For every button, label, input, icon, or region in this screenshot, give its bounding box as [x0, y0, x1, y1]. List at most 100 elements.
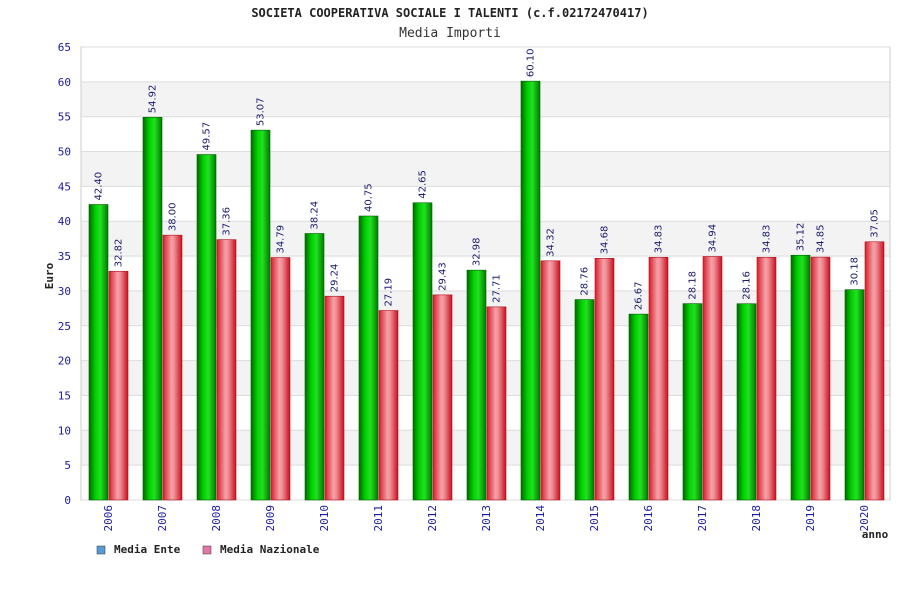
y-tick-label: 15	[58, 389, 71, 402]
bar-nazionale-2012	[432, 294, 453, 501]
data-label-nazionale-2020: 37.05	[870, 209, 881, 238]
y-axis-ticks: 0 5 10 15 20 25 30 35 40 45 50 55 60 65	[58, 41, 71, 507]
data-label-ente-2015: 28.76	[580, 267, 591, 296]
x-tick-label-2010: 2010	[318, 505, 331, 532]
y-tick-label: 60	[58, 76, 71, 89]
data-label-ente-2012: 42.65	[418, 170, 429, 199]
bar-nazionale-2010	[324, 295, 345, 501]
bar-nazionale-2009	[270, 257, 291, 501]
data-label-ente-2017: 28.18	[688, 271, 699, 300]
legend: Media Ente Media Nazionale	[96, 543, 320, 556]
x-axis-ticks: 2006 2007 2008 2009 2010 2011 2012 2013 2014 2015…	[102, 505, 871, 532]
data-label-ente-2011: 40.75	[364, 183, 375, 212]
y-tick-label: 25	[58, 320, 71, 333]
grid-band	[81, 81, 890, 117]
bar-ente-2019	[790, 254, 811, 501]
data-label-nazionale-2013: 27.71	[492, 274, 503, 303]
x-tick-label-2020: 2020	[858, 505, 871, 532]
data-label-nazionale-2014: 34.32	[546, 228, 557, 257]
x-tick-label-2007: 2007	[156, 505, 169, 532]
x-tick-label-2011: 2011	[372, 505, 385, 532]
x-tick-label-2008: 2008	[210, 505, 223, 532]
x-axis-label: anno	[862, 528, 889, 541]
bar-ente-2013	[466, 269, 487, 501]
bar-ente-2015	[574, 299, 595, 501]
y-tick-label: 50	[58, 146, 71, 159]
chart-title: SOCIETA COOPERATIVA SOCIALE I TALENTI (c…	[251, 6, 648, 20]
data-label-ente-2007: 54.92	[148, 85, 159, 114]
bar-nazionale-2018	[756, 256, 777, 501]
y-tick-label: 65	[58, 41, 71, 54]
y-tick-label: 55	[58, 111, 71, 124]
y-tick-label: 45	[58, 180, 71, 193]
legend-swatch-nazionale	[202, 545, 212, 555]
bar-nazionale-2008	[216, 239, 237, 501]
data-label-nazionale-2017: 34.94	[708, 224, 719, 253]
data-label-nazionale-2008: 37.36	[222, 207, 233, 236]
legend-label-nazionale: Media Nazionale	[220, 543, 320, 556]
bar-nazionale-2016	[648, 256, 669, 501]
bar-nazionale-2013	[486, 306, 507, 501]
y-tick-label: 10	[58, 424, 71, 437]
bar-ente-2007	[142, 116, 163, 501]
bar-nazionale-2006	[108, 270, 129, 501]
bar-nazionale-2014	[540, 260, 561, 501]
bar-ente-2006	[88, 204, 109, 501]
data-label-nazionale-2007: 38.00	[168, 203, 179, 232]
x-tick-label-2017: 2017	[696, 505, 709, 532]
data-label-ente-2020: 30.18	[850, 257, 861, 286]
bar-ente-2011	[358, 215, 379, 501]
bar-nazionale-2020	[864, 241, 885, 501]
y-axis-label: Euro	[43, 262, 56, 289]
data-label-ente-2010: 38.24	[310, 201, 321, 230]
data-label-ente-2008: 49.57	[202, 122, 213, 151]
bar-ente-2008	[196, 154, 217, 501]
bar-nazionale-2007	[162, 234, 183, 501]
y-tick-label: 5	[64, 459, 71, 472]
x-tick-label-2016: 2016	[642, 505, 655, 532]
data-label-nazionale-2015: 34.68	[600, 226, 611, 255]
data-labels: 42.40 32.82 54.92 38.00 49.57 37.36 53.07 34.79…	[94, 49, 881, 311]
x-tick-label-2019: 2019	[804, 505, 817, 532]
data-label-nazionale-2016: 34.83	[654, 225, 665, 254]
data-label-ente-2013: 32.98	[472, 238, 483, 267]
bar-ente-2017	[682, 303, 703, 501]
x-tick-label-2013: 2013	[480, 505, 493, 532]
chart-subtitle: Media Importi	[399, 26, 501, 41]
x-tick-label-2012: 2012	[426, 505, 439, 532]
data-label-nazionale-2006: 32.82	[114, 239, 125, 268]
x-tick-label-2009: 2009	[264, 505, 277, 532]
legend-swatch-ente	[96, 545, 106, 555]
x-tick-label-2018: 2018	[750, 505, 763, 532]
bars	[88, 80, 885, 501]
bar-nazionale-2017	[702, 256, 723, 501]
bar-ente-2016	[628, 313, 649, 501]
bar-ente-2020	[844, 289, 865, 501]
data-label-ente-2014: 60.10	[526, 49, 537, 78]
y-tick-label: 40	[58, 215, 71, 228]
data-label-ente-2018: 28.16	[742, 271, 753, 300]
data-label-nazionale-2012: 29.43	[438, 262, 449, 291]
data-label-ente-2019: 35.12	[796, 223, 807, 252]
data-label-ente-2016: 26.67	[634, 281, 645, 310]
bar-nazionale-2011	[378, 310, 399, 501]
y-tick-label: 0	[64, 494, 71, 507]
x-tick-label-2006: 2006	[102, 505, 115, 532]
x-tick-label-2014: 2014	[534, 505, 547, 532]
legend-label-ente: Media Ente	[114, 543, 181, 556]
bar-ente-2010	[304, 233, 325, 501]
bar-ente-2014	[520, 80, 541, 501]
data-label-nazionale-2011: 27.19	[384, 278, 395, 307]
data-label-nazionale-2018: 34.83	[762, 225, 773, 254]
y-tick-label: 20	[58, 355, 71, 368]
data-label-ente-2006: 42.40	[94, 172, 105, 201]
y-tick-label: 35	[58, 250, 71, 263]
data-label-nazionale-2009: 34.79	[276, 225, 287, 254]
bar-ente-2012	[412, 202, 433, 501]
bar-ente-2018	[736, 303, 757, 501]
bar-nazionale-2015	[594, 258, 615, 501]
data-label-nazionale-2019: 34.85	[816, 224, 827, 253]
bar-ente-2009	[250, 129, 271, 501]
